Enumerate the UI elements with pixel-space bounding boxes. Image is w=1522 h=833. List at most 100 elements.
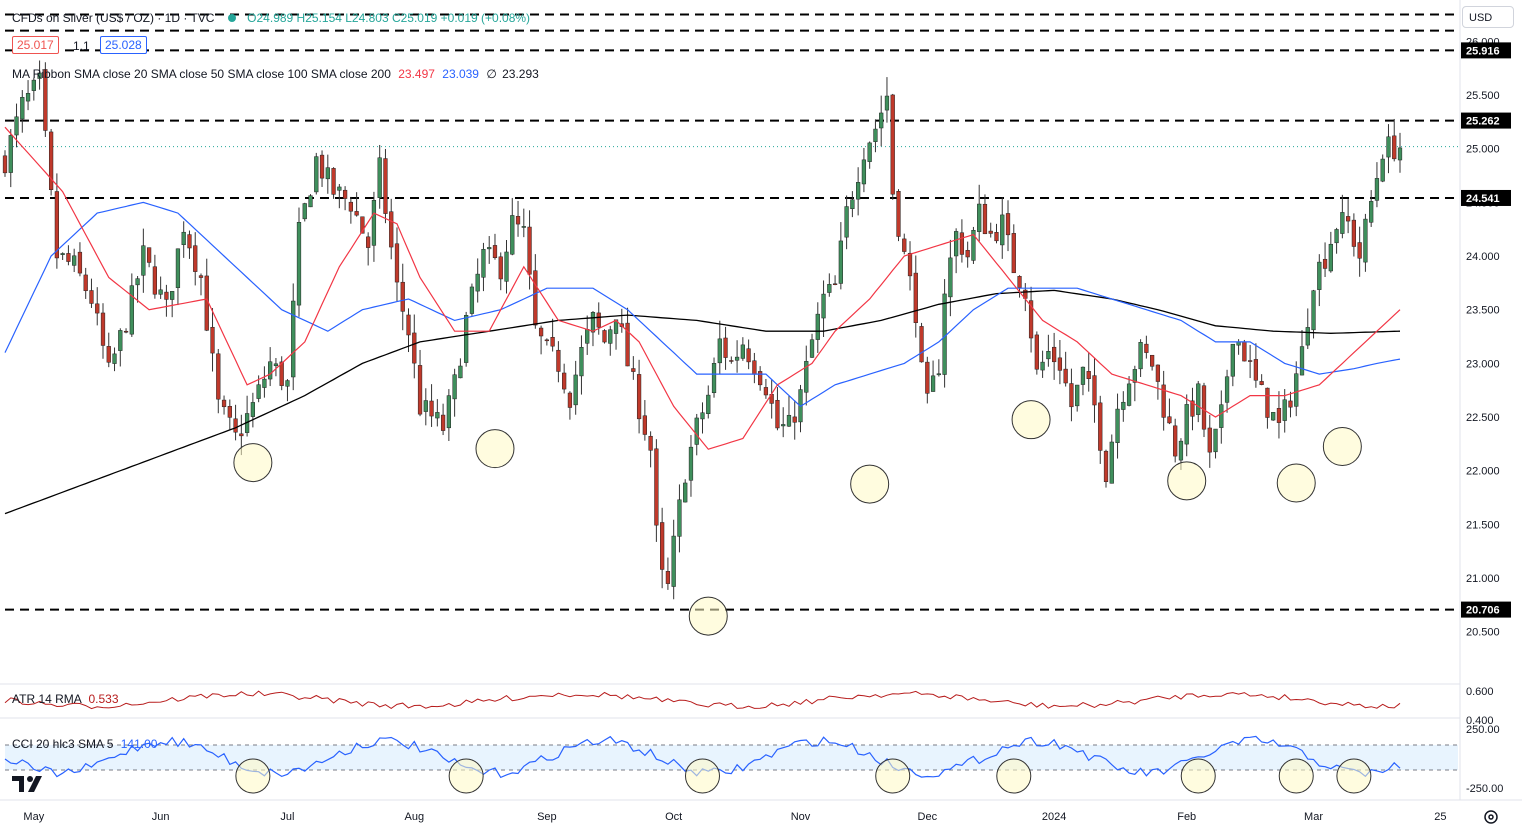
candle-body <box>446 395 451 429</box>
candle-body <box>123 330 129 333</box>
candle-body <box>175 248 181 288</box>
candle-body <box>2 155 8 174</box>
candle-body <box>602 330 607 343</box>
level-tag <box>1461 189 1511 206</box>
candle-body <box>533 270 538 326</box>
swing-low-circle <box>1011 400 1051 440</box>
candle-body <box>1288 400 1293 408</box>
candle-body <box>1161 384 1166 418</box>
candle-body <box>487 247 492 250</box>
currency-selector[interactable]: USD <box>1462 6 1514 28</box>
candle-body <box>1138 342 1143 370</box>
candle-body <box>648 435 653 451</box>
candle-body <box>458 365 463 379</box>
candle-body <box>1080 366 1086 385</box>
candle-body <box>550 337 555 347</box>
candle-body <box>936 373 941 376</box>
candle-body <box>590 312 596 333</box>
cci-label: CCI 20 hlc3 SMA 5 <box>12 737 114 751</box>
candle-body <box>285 380 290 387</box>
candle-body <box>1259 381 1264 385</box>
candle-body <box>429 400 434 417</box>
candle-body <box>585 329 590 344</box>
candle-body <box>394 243 400 283</box>
candle-body <box>1040 361 1045 371</box>
candle-body <box>671 535 676 587</box>
candle-body <box>72 255 77 266</box>
candle-body <box>642 415 647 435</box>
candle-body <box>1265 387 1270 418</box>
candle-body <box>884 95 890 111</box>
tradingview-logo[interactable] <box>10 772 50 794</box>
cci-low-circle <box>685 758 720 794</box>
ma-ribbon-legend[interactable]: MA Ribbon SMA close 20 SMA close 50 SMA … <box>12 67 539 81</box>
candle-body <box>112 353 117 364</box>
candle-body <box>631 368 636 372</box>
level-label: 25.916 <box>1466 45 1500 57</box>
candle-body <box>804 361 809 393</box>
candle-body <box>273 363 279 367</box>
ask-price[interactable]: 25.028 <box>100 36 147 54</box>
candle-body <box>83 274 88 292</box>
bid-price[interactable]: 25.017 <box>12 36 59 54</box>
candle-body <box>596 312 601 328</box>
candle-body <box>89 290 94 304</box>
settings-gear-icon[interactable] <box>1482 808 1500 826</box>
candle-body <box>1374 178 1380 201</box>
candle-body <box>879 112 884 129</box>
candle-body <box>740 344 745 359</box>
candle-body <box>786 414 792 427</box>
cci-band <box>5 745 1458 770</box>
candle-body <box>158 289 163 295</box>
candle-body <box>337 186 342 191</box>
candle-body <box>481 249 486 278</box>
cci-legend[interactable]: CCI 20 hlc3 SMA 5 141.00 <box>12 737 157 751</box>
candle-body <box>515 215 521 225</box>
candle-body <box>152 266 157 295</box>
atr-value: 0.533 <box>88 692 119 706</box>
ma-value-20: 23.497 <box>398 67 435 81</box>
atr-legend[interactable]: ATR 14 RMA 0.533 <box>12 692 119 706</box>
candle-body <box>14 116 19 136</box>
candle-body <box>1011 233 1016 274</box>
candle-body <box>948 257 953 298</box>
candle-body <box>95 303 100 314</box>
candle-body <box>118 330 123 351</box>
level-label: 20.706 <box>1466 605 1500 617</box>
candle-body <box>268 361 273 380</box>
sma200-line <box>4 289 1401 515</box>
candle-body <box>1322 258 1328 269</box>
level-label: 24.541 <box>1466 193 1500 205</box>
candle-body <box>930 375 936 392</box>
swing-low-circle <box>850 464 890 504</box>
cci-low-circle <box>996 758 1032 794</box>
candle-body <box>717 338 722 364</box>
candle-body <box>319 154 325 179</box>
candle-body <box>452 374 457 400</box>
symbol-title[interactable]: CFDs on Silver (US$ / OZ) · 1D · TVC <box>12 11 215 25</box>
candle-body <box>827 284 832 293</box>
cci-low-circle <box>1180 758 1216 794</box>
candle-body <box>100 312 106 346</box>
candle-body <box>706 394 711 414</box>
candle-body <box>181 231 186 246</box>
candle-body <box>233 418 238 433</box>
atr-tick-label: 0.400 <box>1466 715 1494 727</box>
candle-body <box>902 238 907 252</box>
candle-body <box>1219 404 1224 428</box>
candle-body <box>377 157 382 198</box>
y-tick-label: 22.500 <box>1466 412 1500 424</box>
candle-body <box>256 384 261 399</box>
candle-body <box>331 168 336 195</box>
candle-body <box>54 191 60 259</box>
sma20-line <box>4 126 1401 450</box>
candle-body <box>752 360 757 375</box>
candle-body <box>654 448 659 526</box>
candle-body <box>77 251 83 274</box>
candle-body <box>919 326 924 363</box>
candle-body <box>844 206 849 238</box>
candle-body <box>129 285 134 335</box>
ma-ribbon-label: MA Ribbon SMA close 20 SMA close 50 SMA … <box>12 67 391 81</box>
candle-body <box>43 69 48 131</box>
